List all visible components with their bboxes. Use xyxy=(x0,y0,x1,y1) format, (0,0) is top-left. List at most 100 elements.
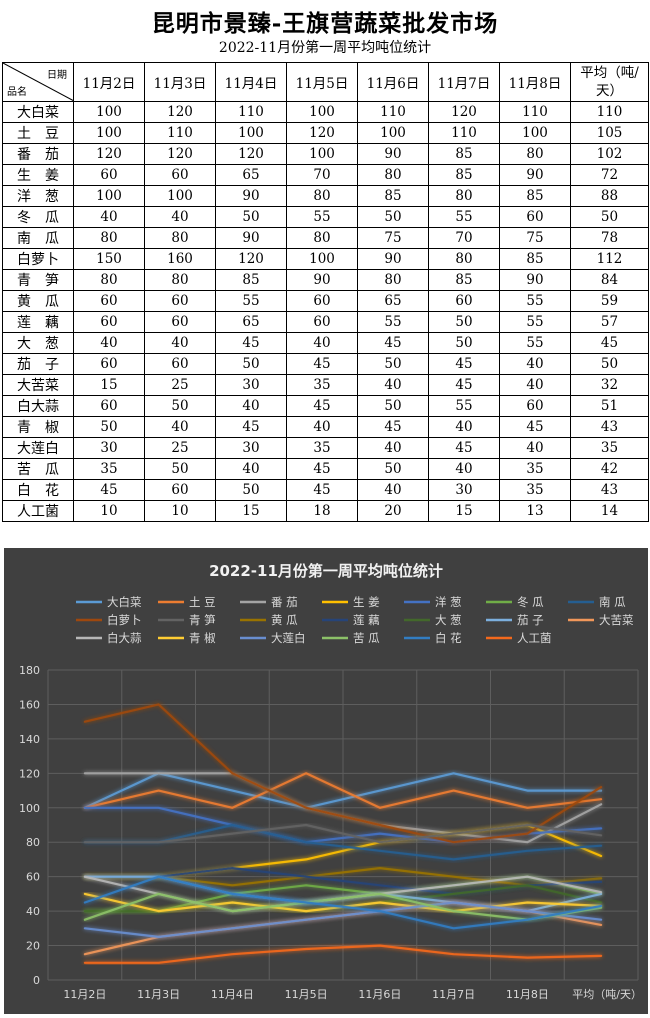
avg-cell: 50 xyxy=(570,353,649,375)
value-cell: 80 xyxy=(499,143,571,165)
value-cell: 85 xyxy=(428,164,500,186)
legend-item: 冬 瓜 xyxy=(486,595,544,609)
legend-label: 大白菜 xyxy=(107,595,142,609)
value-cell: 120 xyxy=(215,143,287,165)
value-cell: 40 xyxy=(144,416,216,438)
legend-item: 白大蒜 xyxy=(76,631,142,645)
value-cell: 90 xyxy=(357,143,429,165)
value-cell: 45 xyxy=(428,374,500,396)
avg-cell: 59 xyxy=(570,290,649,312)
value-cell: 40 xyxy=(215,458,287,480)
value-cell: 90 xyxy=(499,269,571,291)
chart-y-axis: 0 20 40 60 80 100 120 140 160 180 xyxy=(19,664,40,987)
chart-x-axis: 11月2日 11月3日 11月4日 11月5日 11月6日 11月7日 11月8日 平均（吨/… xyxy=(63,988,642,1001)
value-cell: 45 xyxy=(215,332,287,354)
table-row: 土 豆 100 110 100 120 100 110 100 105 xyxy=(2,122,649,144)
column-header: 11月7日 xyxy=(428,62,500,102)
value-cell: 60 xyxy=(144,290,216,312)
value-cell: 10 xyxy=(144,500,216,522)
avg-cell: 14 xyxy=(570,500,649,522)
value-cell: 50 xyxy=(215,206,287,228)
value-cell: 45 xyxy=(286,479,358,501)
vegetable-name-cell: 大白菜 xyxy=(2,101,74,123)
value-cell: 60 xyxy=(73,290,145,312)
table-row: 大莲白 30 25 30 35 40 45 40 35 xyxy=(2,437,649,459)
corner-date-label: 日期 xyxy=(47,70,67,81)
table-body: 大白菜 100 120 110 100 110 120 110 110 土 豆 100 110 100 1… xyxy=(2,101,649,522)
legend-item: 大莲白 xyxy=(240,631,306,645)
chart-panel: 2022-11月份第一周平均吨位统计 大白菜 土 豆 番 茄 生 姜 洋 葱 冬 瓜 南 瓜… xyxy=(4,548,648,1014)
series-line xyxy=(83,892,603,921)
value-cell: 40 xyxy=(73,206,145,228)
table-row: 生 姜 60 60 65 70 80 85 90 72 xyxy=(2,164,649,186)
legend-label: 南 瓜 xyxy=(599,595,626,609)
value-cell: 15 xyxy=(215,500,287,522)
value-cell: 85 xyxy=(499,248,571,270)
avg-cell: 43 xyxy=(570,479,649,501)
value-cell: 60 xyxy=(73,164,145,186)
vegetable-name-cell: 冬 瓜 xyxy=(2,206,74,228)
series-line xyxy=(83,944,603,964)
value-cell: 30 xyxy=(215,437,287,459)
table-row: 白 花 45 60 50 45 40 30 35 43 xyxy=(2,479,649,501)
value-cell: 20 xyxy=(357,500,429,522)
value-cell: 90 xyxy=(499,164,571,186)
value-cell: 85 xyxy=(357,185,429,207)
avg-cell: 112 xyxy=(570,248,649,270)
value-cell: 80 xyxy=(428,185,500,207)
value-cell: 120 xyxy=(286,122,358,144)
column-header: 11月8日 xyxy=(499,62,571,102)
value-cell: 80 xyxy=(144,269,216,291)
legend-label: 青 笋 xyxy=(189,613,216,627)
vegetable-name-cell: 南 瓜 xyxy=(2,227,74,249)
avg-cell: 102 xyxy=(570,143,649,165)
value-cell: 40 xyxy=(286,416,358,438)
value-cell: 40 xyxy=(357,437,429,459)
value-cell: 110 xyxy=(357,101,429,123)
value-cell: 50 xyxy=(215,479,287,501)
value-cell: 55 xyxy=(286,206,358,228)
series-line xyxy=(83,875,603,930)
legend-item: 人工菌 xyxy=(486,631,552,645)
legend-item: 大苦菜 xyxy=(568,613,634,627)
avg-cell: 32 xyxy=(570,374,649,396)
value-cell: 45 xyxy=(357,416,429,438)
legend-label: 白萝卜 xyxy=(107,613,142,627)
value-cell: 40 xyxy=(428,416,500,438)
vegetable-name-cell: 莲 藕 xyxy=(2,311,74,333)
avg-cell: 50 xyxy=(570,206,649,228)
vegetable-name-cell: 白萝卜 xyxy=(2,248,74,270)
chart-series-lines xyxy=(83,703,603,964)
y-tick-label: 140 xyxy=(19,733,40,746)
y-tick-label: 40 xyxy=(26,905,40,918)
avg-cell: 42 xyxy=(570,458,649,480)
value-cell: 100 xyxy=(286,143,358,165)
value-cell: 150 xyxy=(73,248,145,270)
value-cell: 80 xyxy=(357,164,429,186)
value-cell: 45 xyxy=(286,458,358,480)
table-row: 大苦菜 15 25 30 35 40 45 40 32 xyxy=(2,374,649,396)
table-row: 番 茄 120 120 120 100 90 85 80 102 xyxy=(2,143,649,165)
x-tick-label: 11月5日 xyxy=(285,988,328,1001)
table-row: 茄 子 60 60 50 45 50 45 40 50 xyxy=(2,353,649,375)
value-cell: 18 xyxy=(286,500,358,522)
vegetable-name-cell: 大苦菜 xyxy=(2,374,74,396)
value-cell: 40 xyxy=(215,395,287,417)
value-cell: 90 xyxy=(286,269,358,291)
table-row: 大 葱 40 40 45 40 45 50 55 45 xyxy=(2,332,649,354)
value-cell: 100 xyxy=(286,248,358,270)
value-cell: 100 xyxy=(499,122,571,144)
value-cell: 40 xyxy=(144,206,216,228)
value-cell: 40 xyxy=(499,353,571,375)
value-cell: 50 xyxy=(428,311,500,333)
series-line xyxy=(83,867,603,887)
value-cell: 120 xyxy=(428,101,500,123)
value-cell: 35 xyxy=(286,374,358,396)
value-cell: 40 xyxy=(144,332,216,354)
value-cell: 35 xyxy=(499,458,571,480)
value-cell: 110 xyxy=(499,101,571,123)
value-cell: 50 xyxy=(215,353,287,375)
table-row: 南 瓜 80 80 90 80 75 70 75 78 xyxy=(2,227,649,249)
vegetable-name-cell: 土 豆 xyxy=(2,122,74,144)
value-cell: 50 xyxy=(144,458,216,480)
